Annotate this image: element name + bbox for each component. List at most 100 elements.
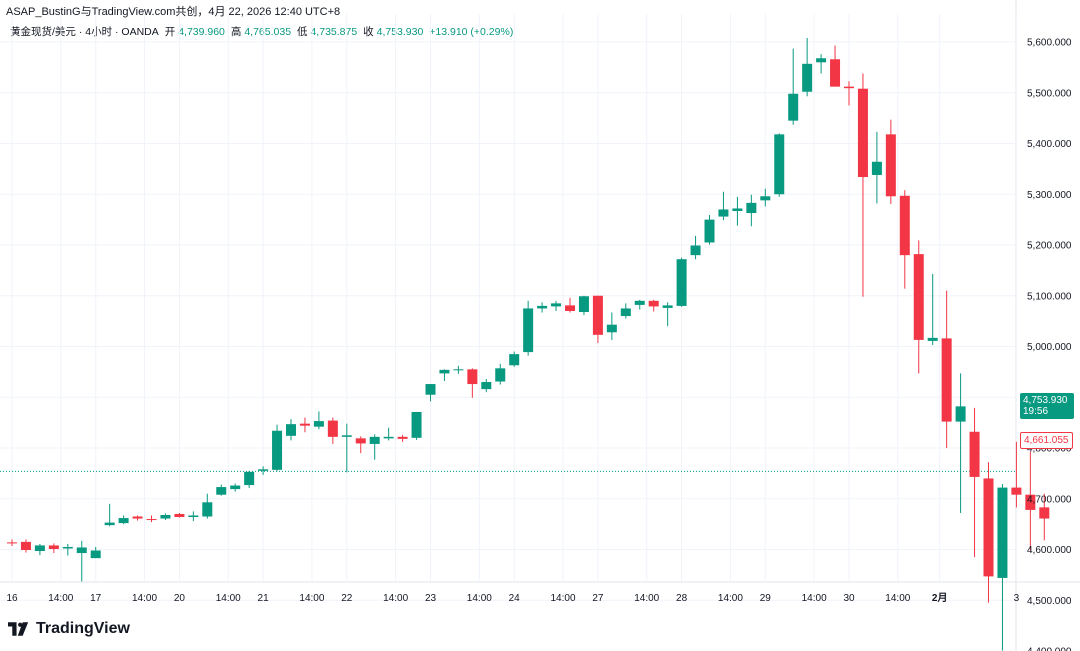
candle-body [453, 369, 464, 371]
time-tick-label: 17 [90, 593, 102, 604]
candle-body [634, 300, 645, 305]
candle-body [551, 303, 562, 307]
candle-body [62, 546, 73, 549]
candle-down [941, 290, 952, 448]
candle-body [941, 338, 952, 422]
high-label: 高 [230, 26, 242, 38]
candle-body [983, 478, 994, 577]
candle-down [830, 45, 841, 87]
candle-body [788, 93, 799, 121]
candle-up [676, 257, 687, 307]
candle-body [927, 337, 938, 341]
candle-body [174, 513, 185, 518]
candle-down [7, 539, 17, 546]
candle-body [676, 259, 687, 306]
candle-up [76, 540, 87, 582]
time-tick-label: 14:00 [132, 593, 157, 604]
candle-up [620, 303, 631, 319]
candle-up [927, 273, 938, 345]
candle-body [481, 382, 492, 390]
candle-body [341, 435, 352, 437]
candle-up [369, 434, 380, 460]
time-tick-label: 27 [592, 593, 604, 604]
candle-up [313, 411, 324, 430]
candle-up [760, 188, 771, 207]
candle-body [20, 541, 31, 551]
candle-up [216, 484, 227, 496]
candle-body [899, 195, 910, 256]
candle-body [578, 296, 589, 312]
close-label: 收 [363, 26, 374, 38]
candle-down [174, 512, 185, 518]
candle-up [537, 302, 548, 313]
price-tick-label: 4,400.000 [1027, 647, 1072, 651]
candle-up [104, 503, 115, 527]
price-tick-label: 4,800.000 [1027, 444, 1072, 455]
candle-up [997, 484, 1008, 651]
candle-up [272, 424, 283, 472]
candle-down [648, 299, 659, 312]
candle-body [760, 196, 771, 201]
time-tick-label: 14:00 [802, 593, 827, 604]
price-tick-label: 5,100.000 [1027, 291, 1072, 302]
candle-body [885, 134, 896, 197]
price-tick-label: 5,300.000 [1027, 190, 1072, 201]
candle-down [48, 543, 59, 554]
time-tick-label: 24 [509, 593, 521, 604]
candle-down [327, 417, 338, 444]
time-tick-label: 30 [843, 593, 855, 604]
candle-body [230, 485, 241, 490]
candle-up [258, 466, 269, 475]
last-price-value: 4,753.930 [1023, 395, 1068, 406]
candle-body [718, 209, 729, 217]
candle-body [606, 324, 617, 333]
candle-up [662, 302, 673, 327]
price-tick-label: 5,400.000 [1027, 139, 1072, 150]
high-value: 4,765.035 [244, 26, 292, 38]
candle-body [48, 545, 59, 549]
candle-body [132, 516, 143, 519]
candle-body [104, 522, 115, 526]
candle-up [955, 373, 966, 513]
candle-body [816, 58, 827, 63]
price-axis[interactable]: 5,600.000 5,500.000 5,400.000 5,300.000 5,20… [1027, 38, 1072, 651]
tradingview-logo[interactable]: TradingView [8, 620, 130, 638]
candle-body [523, 308, 534, 353]
candle-up [495, 363, 506, 385]
candle-up [202, 493, 213, 519]
price-tick-label: 5,000.000 [1027, 342, 1072, 353]
candle-down [132, 515, 143, 521]
candle-up [439, 369, 450, 382]
candle-body [1025, 494, 1036, 510]
candle-up [160, 513, 171, 521]
time-tick-label: 22 [341, 593, 353, 604]
candle-body [802, 63, 813, 92]
candle-body [299, 423, 310, 426]
time-tick-label: 23 [425, 593, 437, 604]
open-value: 4,739.960 [178, 26, 225, 38]
candle-body [397, 436, 408, 439]
candle-body [844, 86, 854, 89]
time-tick-label: 14:00 [216, 593, 241, 604]
time-axis[interactable]: 16 14:00 17 14:00 20 14:00 21 14:00 22 14:00 23 14:… [6, 592, 1019, 604]
symbol-name[interactable]: 黄金现货/美元 · 4小时 · OANDA [10, 26, 159, 38]
time-tick-label: 3 [1014, 593, 1020, 604]
candle-up [690, 235, 701, 260]
shared-by-text: ASAP_BustinG与TradingView.com共创，4月 22, 20… [6, 6, 341, 18]
candle-down [565, 297, 575, 313]
time-tick-label: 20 [174, 593, 186, 604]
tradingview-logo-icon [8, 622, 29, 636]
candle-up [425, 384, 436, 402]
candle-body [272, 430, 283, 470]
candle-down [969, 407, 980, 558]
candle-body [871, 161, 882, 175]
change-value: +13.910 (+0.29%) [429, 26, 514, 38]
candle-body [411, 411, 422, 438]
candle-up [90, 546, 101, 559]
candle-body [537, 305, 548, 309]
time-tick-label: 14:00 [551, 593, 576, 604]
candle-body [704, 219, 715, 243]
candle-body [34, 545, 45, 552]
